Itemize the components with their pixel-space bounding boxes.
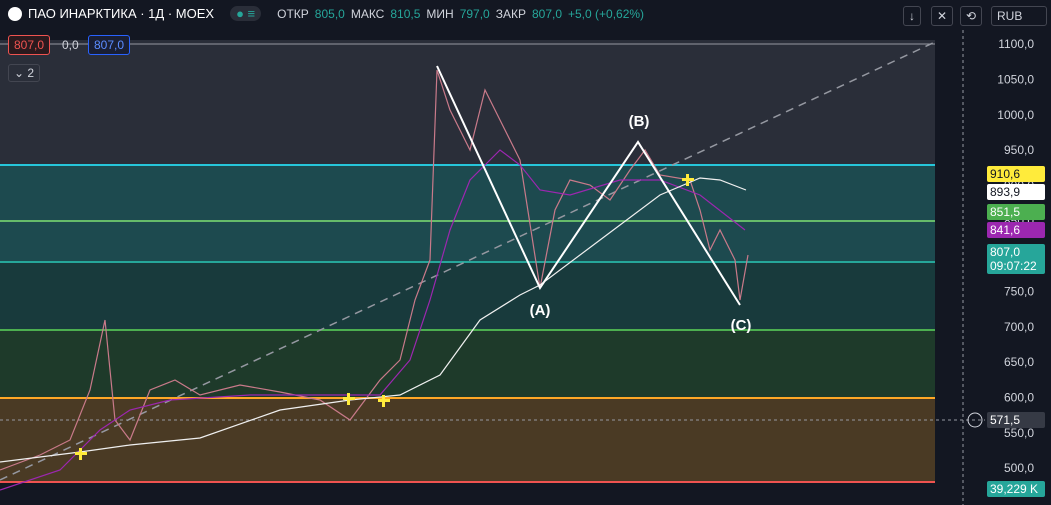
price-label: 1100,0 [998,37,1034,51]
price-label: 500,0 [1004,461,1034,475]
time: 09:07:22 [990,259,1037,273]
logo [8,6,22,21]
price-label: 700,0 [1004,320,1034,334]
zone [0,262,935,330]
button[interactable]: ✕ [931,6,954,26]
ohlc-value: 810,5 [390,6,421,21]
wave-label: (B) [629,113,650,130]
trend-line [0,41,936,481]
wave [436,65,741,306]
add-button[interactable] [967,412,983,428]
price-label: 950,0 [1004,143,1034,157]
ohlc-value: 807,0 [531,6,562,21]
ohlc-label: ЗАКР [495,6,526,21]
change: +5,0 (+0,62%) [568,6,645,21]
wave-label: (C) [731,317,752,334]
price-tag: 807,0 09:07:22 [987,244,1045,274]
price-label: 650,0 [1004,355,1034,369]
ohlc-label: ОТКР [277,6,309,21]
buy-button[interactable]: 807,0 [88,35,131,55]
zone [0,398,935,482]
ohlc-value: 805,0 [314,6,345,21]
price-label: 1050,0 [997,73,1034,87]
ma-line [0,177,747,463]
sell-button[interactable]: 807,0 [8,35,51,55]
count: 2 [27,66,35,80]
zone [0,330,935,398]
ohlc-value: 797,0 [459,6,490,21]
price-tag: 851,5 [987,204,1045,220]
price-tag: 571,5 [987,412,1045,428]
price: 807,0 [990,245,1021,259]
price-tag: 893,9 [987,184,1045,200]
ohlc-label: МИН [426,6,454,21]
indicators-toggle[interactable]: ⌄ 2 [8,64,41,82]
price-tag: 841,6 [987,222,1045,238]
currency[interactable]: RUB [991,6,1047,26]
spread: 0,0 [62,38,79,52]
wave-label: (A) [530,302,551,319]
price-tag: 910,6 [987,166,1045,182]
price-label: 750,0 [1004,284,1034,298]
ohlc-label: МАКС [350,6,385,21]
button[interactable]: ⟲ [960,6,983,26]
price-tag: 39,229 K [987,481,1045,497]
button[interactable]: ↓ [903,6,921,26]
price-line [0,69,749,471]
price-label: 600,0 [1004,390,1034,404]
price-label: 1000,0 [997,108,1034,122]
markers [75,174,694,460]
symbol: ПАО ИНАРКТИКА · 1Д · MOEX [28,6,215,21]
price-label: 550,0 [1004,426,1034,440]
zone [0,165,935,262]
header: ПАО ИНАРКТИКА · 1Д · MOEX ● ≡ ОТКР 805,0 … [8,6,644,21]
status[interactable]: ● ≡ [230,6,262,21]
